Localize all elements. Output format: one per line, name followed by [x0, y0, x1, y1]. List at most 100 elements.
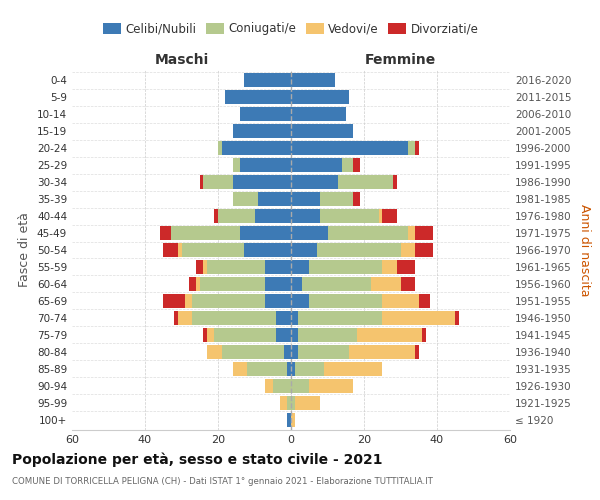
Bar: [353, 192, 361, 206]
Bar: [193, 294, 265, 308]
Bar: [309, 260, 382, 274]
Bar: [196, 260, 203, 274]
Bar: [277, 328, 291, 342]
Bar: [203, 175, 233, 189]
Bar: [291, 192, 320, 206]
Bar: [349, 345, 415, 359]
Bar: [291, 226, 328, 240]
Bar: [178, 311, 193, 325]
Bar: [207, 260, 265, 274]
Y-axis label: Fasce di età: Fasce di età: [19, 212, 31, 288]
Bar: [291, 328, 298, 342]
Bar: [240, 226, 291, 240]
Bar: [244, 243, 291, 257]
Bar: [185, 294, 193, 308]
Text: Popolazione per età, sesso e stato civile - 2021: Popolazione per età, sesso e stato civil…: [12, 452, 383, 467]
Bar: [401, 277, 415, 291]
Bar: [284, 345, 291, 359]
Bar: [200, 277, 265, 291]
Bar: [291, 141, 408, 155]
Bar: [291, 379, 309, 393]
Bar: [324, 362, 382, 376]
Bar: [309, 294, 382, 308]
Bar: [328, 226, 408, 240]
Bar: [455, 311, 459, 325]
Bar: [193, 311, 277, 325]
Bar: [415, 141, 419, 155]
Bar: [247, 362, 287, 376]
Bar: [207, 328, 214, 342]
Bar: [320, 209, 379, 223]
Bar: [295, 396, 320, 410]
Bar: [287, 396, 291, 410]
Bar: [371, 277, 401, 291]
Bar: [298, 328, 356, 342]
Bar: [298, 345, 349, 359]
Bar: [265, 260, 291, 274]
Bar: [291, 124, 353, 138]
Bar: [196, 277, 200, 291]
Bar: [287, 362, 291, 376]
Bar: [203, 328, 207, 342]
Bar: [244, 73, 291, 87]
Bar: [291, 243, 317, 257]
Bar: [338, 175, 393, 189]
Bar: [291, 260, 309, 274]
Bar: [233, 158, 240, 172]
Bar: [280, 396, 287, 410]
Bar: [214, 209, 218, 223]
Bar: [291, 158, 342, 172]
Bar: [415, 345, 419, 359]
Bar: [291, 294, 309, 308]
Bar: [317, 243, 401, 257]
Bar: [291, 413, 295, 427]
Bar: [291, 209, 320, 223]
Bar: [309, 379, 353, 393]
Bar: [189, 277, 196, 291]
Bar: [203, 260, 207, 274]
Bar: [265, 379, 273, 393]
Bar: [178, 243, 182, 257]
Bar: [291, 175, 338, 189]
Bar: [291, 107, 346, 121]
Bar: [233, 124, 291, 138]
Bar: [408, 141, 415, 155]
Bar: [291, 90, 349, 104]
Bar: [163, 243, 178, 257]
Bar: [287, 413, 291, 427]
Bar: [207, 345, 221, 359]
Bar: [401, 243, 415, 257]
Bar: [415, 226, 433, 240]
Bar: [422, 328, 426, 342]
Bar: [273, 379, 291, 393]
Bar: [415, 243, 433, 257]
Bar: [302, 277, 371, 291]
Bar: [163, 294, 185, 308]
Bar: [353, 158, 361, 172]
Bar: [298, 311, 382, 325]
Bar: [221, 345, 284, 359]
Bar: [419, 294, 430, 308]
Bar: [265, 294, 291, 308]
Bar: [379, 209, 382, 223]
Y-axis label: Anni di nascita: Anni di nascita: [578, 204, 591, 296]
Bar: [214, 328, 277, 342]
Bar: [408, 226, 415, 240]
Bar: [382, 260, 397, 274]
Bar: [291, 396, 295, 410]
Bar: [382, 294, 419, 308]
Bar: [221, 141, 291, 155]
Bar: [160, 226, 170, 240]
Bar: [291, 311, 298, 325]
Bar: [265, 277, 291, 291]
Bar: [233, 362, 247, 376]
Bar: [240, 107, 291, 121]
Text: Maschi: Maschi: [154, 52, 209, 66]
Bar: [200, 175, 203, 189]
Text: Femmine: Femmine: [365, 52, 436, 66]
Bar: [174, 311, 178, 325]
Bar: [218, 209, 254, 223]
Bar: [218, 141, 221, 155]
Bar: [342, 158, 353, 172]
Bar: [254, 209, 291, 223]
